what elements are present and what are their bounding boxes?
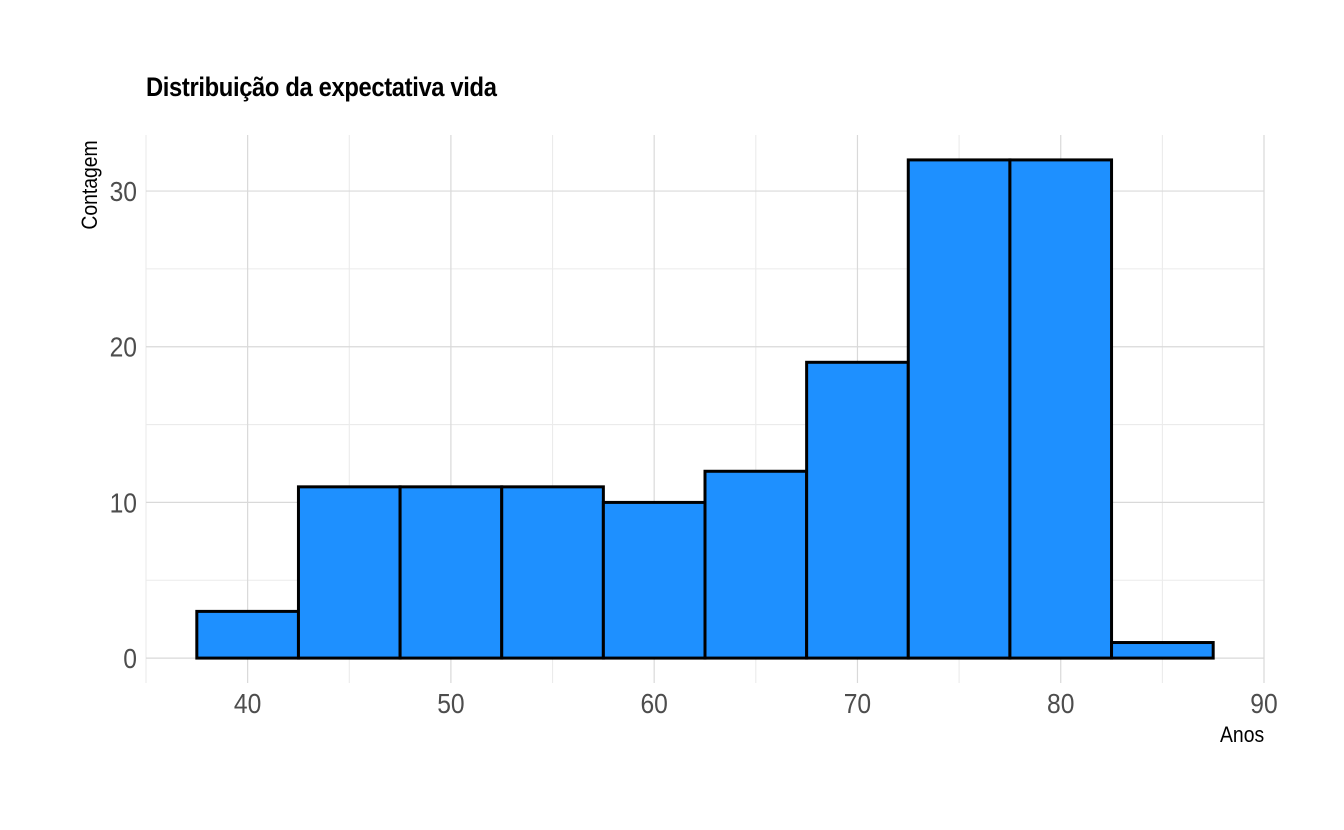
y-tick-label: 0 (123, 643, 137, 675)
histogram-bar (296, 485, 402, 660)
x-tick-label: 90 (1250, 688, 1277, 720)
histogram-bar (906, 158, 1012, 660)
x-tick-label: 50 (437, 688, 464, 720)
histogram-bar (398, 485, 504, 660)
histogram-bar (703, 469, 809, 660)
histogram-bar (601, 500, 707, 660)
y-axis-ticks: 0 10 20 30 (110, 176, 137, 675)
x-axis-ticks: 40 50 60 70 80 90 (234, 688, 1278, 720)
histogram-bar (195, 609, 300, 660)
histogram-bar (1110, 641, 1215, 660)
x-tick-label: 70 (844, 688, 871, 720)
chart-title: Distribuição da expectativa vida (146, 72, 497, 102)
y-tick-label: 10 (110, 487, 137, 519)
histogram-bar (805, 360, 910, 660)
x-tick-label: 60 (640, 688, 667, 720)
histogram-bars (195, 158, 1215, 660)
y-tick-label: 30 (110, 176, 137, 208)
histogram-bar (500, 485, 605, 660)
x-axis-label: Anos (1219, 722, 1264, 747)
histogram-bar (1008, 158, 1114, 660)
y-tick-label: 20 (110, 331, 137, 363)
x-tick-label: 40 (234, 688, 261, 720)
x-tick-label: 80 (1047, 688, 1074, 720)
